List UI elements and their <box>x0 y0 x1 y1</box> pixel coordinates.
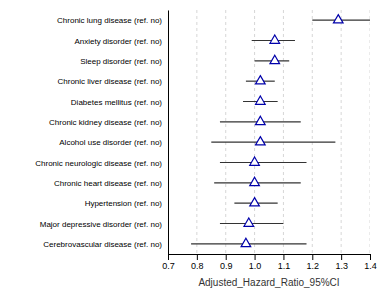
category-label: Chronic heart disease (ref. no) <box>54 179 162 188</box>
x-tick-label: 0.8 <box>191 261 204 271</box>
category-label: Diabetes mellitus (ref. no) <box>71 98 162 107</box>
x-axis-line <box>169 255 371 261</box>
marker <box>250 177 260 185</box>
y-tick: Chronic kidney disease (ref. no) <box>49 118 162 127</box>
y-tick: Chronic heart disease (ref. no) <box>54 179 162 188</box>
x-tick: 1.3 <box>335 254 348 271</box>
x-tick-label: 1.1 <box>278 261 291 271</box>
x-tick-mark <box>341 254 342 260</box>
marker <box>256 116 266 124</box>
x-tick-label: 1.3 <box>335 261 348 271</box>
category-label: Hypertension (ref. no) <box>85 199 163 208</box>
error-bar <box>220 162 307 163</box>
y-tick: Chronic neurologic disease (ref. no) <box>35 159 162 168</box>
grid <box>168 10 370 254</box>
y-tick: Alcohol use disorder (ref. no) <box>59 138 162 147</box>
marker <box>270 35 280 43</box>
y-axis: Chronic lung disease (ref. no) Anxiety di… <box>35 11 168 255</box>
marks <box>191 15 370 247</box>
category-label: Chronic lung disease (ref. no) <box>57 16 162 25</box>
grid-line <box>168 10 169 254</box>
category-label: Chronic liver disease (ref. no) <box>58 77 163 86</box>
x-tick-label: 1.4 <box>364 261 377 271</box>
plot: 0.7 0.8 0.9 1.0 1.1 1.2 1.3 1.4 Chronic lung dis… <box>35 10 376 271</box>
x-tick: 1.4 <box>364 254 377 271</box>
category-label: Alcohol use disorder (ref. no) <box>59 138 162 147</box>
marker <box>333 15 343 23</box>
marker <box>250 198 260 206</box>
grid-line <box>312 10 313 254</box>
x-tick-mark <box>312 254 313 260</box>
x-tick-mark <box>255 254 256 260</box>
category-label: Chronic neurologic disease (ref. no) <box>35 159 162 168</box>
grid-line <box>370 10 371 254</box>
y-axis-line <box>168 11 169 255</box>
y-tick: Sleep disorder (ref. no) <box>80 57 162 66</box>
category-label: Cerebrovascular disease (ref. no) <box>43 240 162 249</box>
x-tick-label: 1.0 <box>249 261 262 271</box>
y-tick: Anxiety disorder (ref. no) <box>74 37 162 46</box>
y-tick: Hypertension (ref. no) <box>85 199 163 208</box>
x-tick: 1.1 <box>278 254 291 271</box>
y-tick: Diabetes mellitus (ref. no) <box>71 98 162 107</box>
x-tick-mark <box>283 254 284 260</box>
grid-line <box>254 10 255 254</box>
x-tick-mark <box>226 254 227 260</box>
x-tick-mark <box>370 254 371 260</box>
marker <box>241 238 251 246</box>
category-label: Major depressive disorder (ref. no) <box>40 220 163 229</box>
marker <box>256 96 266 104</box>
grid-line <box>225 10 226 254</box>
grid-line <box>196 10 197 254</box>
category-label: Sleep disorder (ref. no) <box>80 57 162 66</box>
x-tick-mark <box>168 254 169 260</box>
marker <box>270 55 280 63</box>
x-tick: 0.8 <box>191 254 204 271</box>
category-label: Chronic kidney disease (ref. no) <box>49 118 162 127</box>
chart: 0.7 0.8 0.9 1.0 1.1 1.2 1.3 1.4 Chronic lung dis… <box>0 0 384 292</box>
x-tick: 0.9 <box>220 254 233 271</box>
x-tick: 0.7 <box>162 254 175 271</box>
category-label: Anxiety disorder (ref. no) <box>74 37 162 46</box>
marker <box>256 137 266 145</box>
x-tick-mark <box>197 254 198 260</box>
y-tick: Chronic lung disease (ref. no) <box>57 16 162 25</box>
y-tick: Chronic liver disease (ref. no) <box>58 77 163 86</box>
grid-line <box>283 10 284 254</box>
x-axis-title: Adjusted_Hazard_Ratio_95%CI <box>198 277 339 288</box>
x-tick: 1.0 <box>249 254 262 271</box>
marker <box>256 76 266 84</box>
grid-line <box>341 10 342 254</box>
x-tick-label: 1.2 <box>307 261 320 271</box>
x-axis: 0.7 0.8 0.9 1.0 1.1 1.2 1.3 1.4 <box>162 254 377 271</box>
y-tick: Major depressive disorder (ref. no) <box>40 220 163 229</box>
error-bar <box>211 142 335 143</box>
x-tick-label: 0.9 <box>220 261 233 271</box>
x-tick-label: 0.7 <box>162 261 175 271</box>
x-tick: 1.2 <box>307 254 320 271</box>
marker <box>250 157 260 165</box>
marker <box>244 218 254 226</box>
y-tick: Cerebrovascular disease (ref. no) <box>43 240 162 249</box>
